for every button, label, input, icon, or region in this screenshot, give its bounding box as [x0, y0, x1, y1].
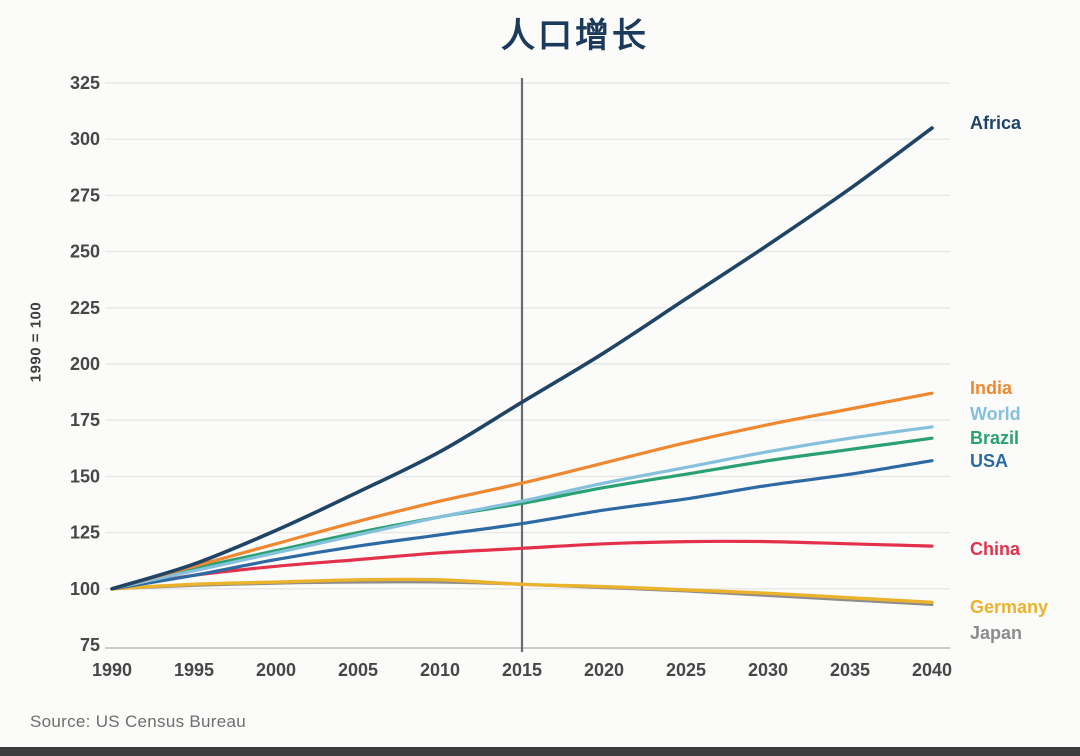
- y-tick-label-225: 225: [70, 298, 100, 318]
- series-line-china: [110, 539, 934, 591]
- x-tick-label-2025: 2025: [666, 660, 706, 680]
- legend-label-japan: Japan: [970, 622, 1023, 643]
- legend-label-usa: USA: [970, 450, 1009, 471]
- series-line-usa: [110, 459, 934, 591]
- x-tick-label-2005: 2005: [338, 660, 378, 680]
- legend-label-brazil: Brazil: [970, 428, 1020, 449]
- x-tick-label-2015: 2015: [502, 660, 542, 680]
- x-tick-label-2000: 2000: [256, 660, 296, 680]
- x-tick-label-2035: 2035: [830, 660, 870, 680]
- x-tick-label-1990: 1990: [92, 660, 132, 680]
- y-tick-label-75: 75: [80, 635, 100, 655]
- bottom-edge-strip: [0, 747, 1080, 756]
- y-tick-label-100: 100: [70, 579, 100, 599]
- legend-label-china: China: [970, 539, 1021, 560]
- legend-label-germany: Germany: [970, 597, 1049, 618]
- y-tick-label-200: 200: [70, 354, 100, 374]
- series-line-india: [110, 391, 934, 591]
- y-tick-label-250: 250: [70, 242, 100, 262]
- y-tick-label-275: 275: [70, 185, 100, 205]
- y-tick-label-300: 300: [70, 129, 100, 149]
- y-tick-label-325: 325: [70, 73, 100, 93]
- y-tick-label-125: 125: [70, 523, 100, 543]
- x-tick-label-1995: 1995: [174, 660, 214, 680]
- series-line-africa: [110, 126, 934, 591]
- y-tick-label-175: 175: [70, 410, 100, 430]
- series-line-brazil: [110, 436, 934, 591]
- legend-label-africa: Africa: [970, 112, 1022, 133]
- x-tick-label-2030: 2030: [748, 660, 788, 680]
- series-line-germany: [110, 577, 934, 604]
- x-tick-label-2040: 2040: [912, 660, 952, 680]
- y-tick-label-150: 150: [70, 466, 100, 486]
- legend-label-world: World: [970, 403, 1021, 424]
- source-caption: Source: US Census Bureau: [30, 712, 247, 731]
- chart-title: 人口增长: [501, 17, 649, 55]
- x-tick-label-2020: 2020: [584, 660, 624, 680]
- x-tick-label-2010: 2010: [420, 660, 460, 680]
- legend-label-india: India: [970, 378, 1013, 399]
- series-line-world: [110, 425, 934, 591]
